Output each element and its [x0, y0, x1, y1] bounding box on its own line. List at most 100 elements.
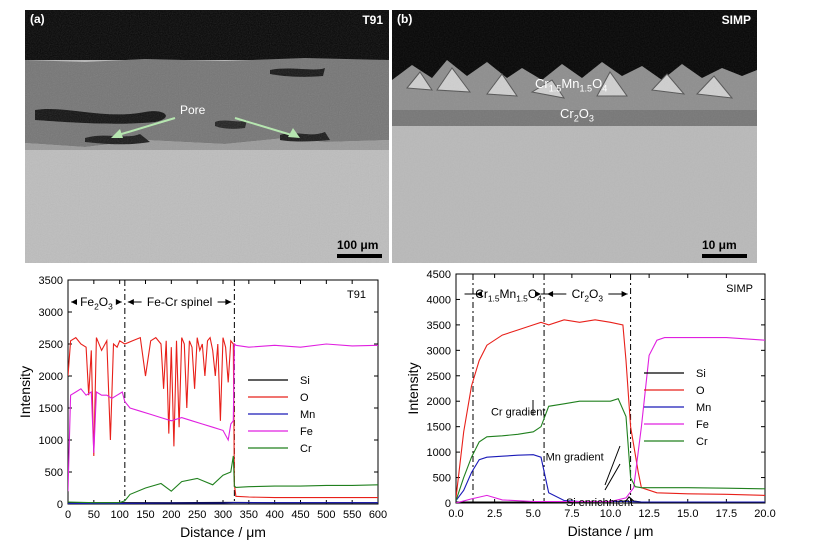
- scale-bar-a: 100 μm: [337, 238, 382, 258]
- chart-a-region-arrowhead: [127, 299, 134, 305]
- chart-a-region-label: Fe2O3: [80, 295, 113, 312]
- chart-a-x-tick-label: 450: [291, 509, 309, 521]
- chart-a-x-tick-label: 300: [214, 509, 232, 521]
- chart-b-x-tick-label: 12.5: [638, 508, 659, 520]
- chart-a-y-axis-label: Intensity: [17, 366, 33, 418]
- chart-b-annotation: Cr gradient: [491, 407, 545, 419]
- chart-a-x-tick-label: 550: [343, 509, 361, 521]
- chart-b-series-cr: [456, 398, 765, 501]
- chart-b-x-tick-label: 20.0: [754, 508, 775, 520]
- panel-label-a: (a): [30, 12, 45, 26]
- chart-b-annotation-arrow: [604, 445, 621, 486]
- chart-b-x-tick-label: 15.0: [677, 508, 698, 520]
- chart-simp: 0.0 2.5 5.0 7.5 10.0 12.5 15.0 17.5 20.0 0 500 1000…: [405, 269, 776, 539]
- chart-a-y-tick-label: 0: [57, 499, 63, 511]
- chart-a-x-tick-label: 150: [136, 509, 154, 521]
- chart-a-region-arrowhead: [115, 299, 122, 305]
- chart-b-y-tick-label: 4500: [427, 269, 451, 281]
- scale-bar-b: 10 μm: [702, 238, 747, 258]
- chart-a-legend-label-o: O: [300, 392, 309, 404]
- chart-a-x-tick-label: 200: [162, 509, 180, 521]
- chart-a-region-arrowhead: [225, 299, 232, 305]
- scale-bar-a-label: 100 μm: [337, 238, 379, 252]
- pore-label: Pore: [180, 103, 206, 117]
- chart-a-plot-frame: [67, 279, 379, 505]
- chart-a-x-tick-label: 100: [110, 509, 128, 521]
- chart-b-x-tick-label: 17.5: [716, 508, 737, 520]
- scale-bar-a-line: [337, 254, 382, 258]
- chart-a-x-tick-label: 350: [240, 509, 258, 521]
- chart-b-legend-label-cr: Cr: [696, 436, 708, 448]
- chart-a-x-tick-label: 600: [369, 509, 387, 521]
- chart-b-region-arrowhead: [621, 291, 628, 297]
- chart-a-legend-label-mn: Mn: [300, 409, 315, 421]
- chart-b-y-tick-label: 0: [445, 498, 451, 510]
- chart-a-series-mn: [68, 502, 378, 504]
- chart-b-region-arrowhead: [535, 291, 542, 297]
- chart-b-x-tick-label: 0.0: [448, 508, 463, 520]
- chart-b-annotation: Si enrichment: [566, 497, 633, 509]
- chart-b-plot-frame: [455, 273, 766, 504]
- chart-b-legend-label-o: O: [696, 385, 705, 397]
- chart-a-corner-label: T91: [347, 289, 366, 301]
- chart-a-region-arrowhead: [71, 299, 77, 305]
- chart-a-y-tick-label: 3500: [39, 275, 63, 287]
- chart-a-legend-label-si: Si: [300, 375, 310, 387]
- chart-b-y-tick-label: 2500: [427, 371, 451, 383]
- chart-b-x-tick-label: 5.0: [526, 508, 541, 520]
- chart-b-legend-label-si: Si: [696, 368, 706, 380]
- chart-a-x-tick-label: 250: [188, 509, 206, 521]
- chart-b-y-tick-label: 3000: [427, 345, 451, 357]
- chart-a-series-o: [68, 336, 378, 499]
- chart-b-x-axis-label: Distance / μm: [568, 523, 654, 539]
- chart-a-x-tick-label: 0: [65, 509, 71, 521]
- micrograph-b-image: [392, 10, 757, 263]
- panel-label-b: (b): [397, 12, 413, 26]
- chart-a-legend-label-cr: Cr: [300, 443, 312, 455]
- chart-b-y-tick-label: 2000: [427, 396, 451, 408]
- chart-b-y-tick-label: 500: [433, 473, 451, 485]
- chart-b-annotation-arrow: [604, 463, 621, 491]
- chart-b-x-tick-label: 2.5: [487, 508, 502, 520]
- chart-b-legend-label-fe: Fe: [696, 419, 709, 431]
- micrograph-a-image: [25, 10, 389, 263]
- chart-b-region-arrowhead: [475, 291, 482, 297]
- chart-b-legend-label-mn: Mn: [696, 402, 711, 414]
- chart-a-x-axis-label: Distance / μm: [180, 524, 266, 540]
- chart-b-x-tick-label: 10.0: [600, 508, 621, 520]
- chart-a-series-cr: [68, 455, 378, 504]
- chart-a-y-tick-label: 1000: [39, 435, 63, 447]
- chart-a-series-fe: [68, 342, 378, 492]
- chart-b-region-arrowhead: [547, 291, 554, 297]
- layer-label-inner: Cr2O3: [560, 106, 594, 124]
- chart-a-y-tick-label: 2500: [39, 339, 63, 351]
- chart-b-annotation: Mn gradient: [546, 451, 604, 463]
- chart-a-legend-label-fe: Fe: [300, 426, 313, 438]
- chart-a-x-tick-label: 500: [317, 509, 335, 521]
- chart-b-y-axis-label: Intensity: [405, 362, 421, 414]
- chart-a-y-tick-label: 3000: [39, 307, 63, 319]
- micrograph-a: (a) T91 Pore 100 μm: [25, 10, 389, 263]
- chart-b-corner-label: SIMP: [726, 283, 753, 295]
- chart-a-y-tick-label: 500: [45, 467, 63, 479]
- chart-b-series-o: [456, 319, 765, 498]
- chart-a-y-tick-label: 2000: [39, 371, 63, 383]
- chart-a-x-tick-label: 400: [265, 509, 283, 521]
- micrograph-a-name: T91: [362, 13, 383, 27]
- chart-b-series-mn: [456, 454, 765, 503]
- chart-b-y-tick-label: 1500: [427, 422, 451, 434]
- chart-a-region-label: Fe-Cr spinel: [147, 295, 212, 309]
- chart-t91: 0 50 100 150 200 250 300 350 400 450 500 550 600 0 500…: [17, 275, 387, 540]
- chart-b-x-tick-label: 7.5: [564, 508, 579, 520]
- chart-b-series-fe: [456, 337, 765, 503]
- micrograph-b-name: SIMP: [721, 13, 751, 27]
- chart-a-x-tick-label: 50: [88, 509, 100, 521]
- scale-bar-b-line: [702, 254, 747, 258]
- chart-b-y-tick-label: 3500: [427, 320, 451, 332]
- micrograph-b: (b) SIMP Cr1.5Mn1.5O4 Cr2O3 10 μm: [392, 10, 757, 263]
- chart-b-y-tick-label: 4000: [427, 294, 451, 306]
- chart-b-y-tick-label: 1000: [427, 447, 451, 459]
- chart-b-region-label: Cr2O3: [572, 287, 604, 304]
- scale-bar-b-label: 10 μm: [702, 238, 737, 252]
- layer-label-outer: Cr1.5Mn1.5O4: [535, 76, 608, 94]
